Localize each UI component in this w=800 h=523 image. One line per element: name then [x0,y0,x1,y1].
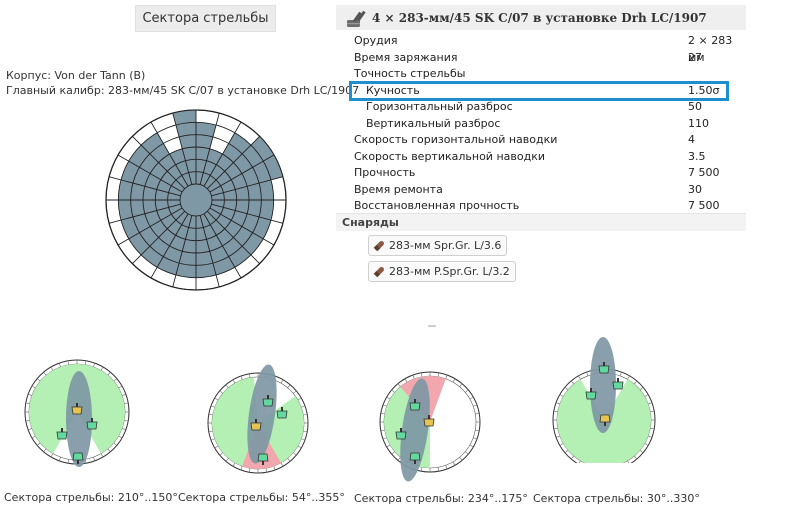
dispersion-sector [209,155,283,196]
dispersion-sector [200,148,223,187]
firing-sectors-tab[interactable]: Сектора стрельбы [135,5,276,32]
firing-sector-diagram-4 [552,337,656,463]
firing-sector-diagram-3 [379,371,481,482]
prop-row-accuracy: Точность стрельбы [354,67,466,80]
dispersion-sector [128,208,185,255]
dispersion-sector [157,213,192,276]
turret-icon [86,418,98,430]
prop-row-sigma: Кучность 1.50σ [349,80,729,101]
shell-ap-button[interactable]: 283-мм P.Spr.Gr. L/3.2 [368,261,516,282]
firing-sector-diagram-2 [207,364,309,474]
turret-icon [71,403,83,415]
dispersion-sector [120,204,183,239]
shell-icon [373,240,384,251]
shell-icon [373,266,384,277]
dispersion-sector [196,215,217,278]
prop-row-guns: Орудия 2 × 283 мм [354,34,733,64]
prop-row-horizontal-dispersion: Горизонтальный разброс 50 [366,100,702,113]
panel-title: 4 × 283-мм/45 SK C/07 в установке Drh LC… [372,10,707,25]
sector-caption-2: Сектора стрельбы: 54°..355° [178,491,345,504]
gun-info-panel: 4 × 283-мм/45 SK C/07 в установке Drh LC… [336,5,746,285]
dispersion-sector [118,200,181,221]
panel-header: 4 × 283-мм/45 SK C/07 в установке Drh LC… [336,5,746,30]
prop-row-elevation-speed: Скорость вертикальной наводки 3.5 [354,149,706,163]
divider-mark [428,325,436,327]
dispersion-polar-chart [105,109,287,291]
dispersion-sector [207,136,274,192]
firing-sector-diagram-1 [24,359,130,467]
dispersion-sector [172,110,196,185]
dispersion-sector [207,208,264,255]
dispersion-sector [196,122,217,185]
dispersion-sector [175,215,196,278]
main-caliber-label: Главный калибр: 283-мм/45 SK C/07 в уста… [6,84,360,97]
dispersion-sector [141,132,188,189]
turret-icon [276,407,288,419]
prop-row-hp: Прочность 7 500 [354,166,720,179]
prop-row-reload: Время заряжания 27 [354,50,702,64]
turret-icon [72,452,84,464]
dispersion-sector [169,148,192,187]
shell-he-button[interactable]: 283-мм Spr.Gr. L/3.6 [368,235,508,256]
dispersion-sector [128,145,185,192]
turret-icon [599,414,611,426]
ship-info: Корпус: Von der Tann (B) Главный калибр:… [6,68,359,98]
shell-ap-label: 283-мм P.Spr.Gr. L/3.2 [389,265,510,278]
turret-icon [395,428,407,440]
dispersion-sector [204,211,251,268]
sector-caption-3: Сектора стрельбы: 234°..175° [354,492,528,505]
turret-icon [612,378,624,390]
dispersion-sector [211,179,274,200]
dispersion-sector [209,204,272,239]
turret-icon [598,362,610,374]
prop-row-restored-hp: Восстановленная прочность 7 500 [354,199,720,212]
shell-he-label: 283-мм Spr.Gr. L/3.6 [389,239,502,252]
turret-icon [56,428,68,440]
sector-caption-1: Сектора стрельбы: 210°..150° [4,491,178,504]
turret-icon [257,453,269,465]
dispersion-sector [211,200,274,221]
prop-row-traverse-speed: Скорость горизонтальной наводки 4 [354,133,695,146]
gun-properties: Орудия 2 × 283 мм Время заряжания 27 Точно… [336,33,746,215]
dispersion-sector [200,213,235,276]
turret-icon [262,395,274,407]
turret-icon [409,399,421,411]
dispersion-sector [204,132,251,189]
gun-icon [347,10,366,27]
prop-row-vertical-dispersion: Вертикальный разброс 110 [366,116,709,130]
dispersion-sector [141,211,188,268]
sector-caption-4: Сектора стрельбы: 30°..330° [533,492,700,505]
turret-icon [250,419,262,431]
turret-icon [409,452,421,464]
shells-header: Снаряды [336,213,746,231]
dispersion-sector [120,161,183,196]
prop-row-repair-time: Время ремонта 30 [354,182,702,196]
turret-icon [585,388,597,400]
dispersion-sector [118,179,181,200]
hull-label: Корпус: Von der Tann (B) [6,69,146,82]
turret-icon [423,415,435,427]
